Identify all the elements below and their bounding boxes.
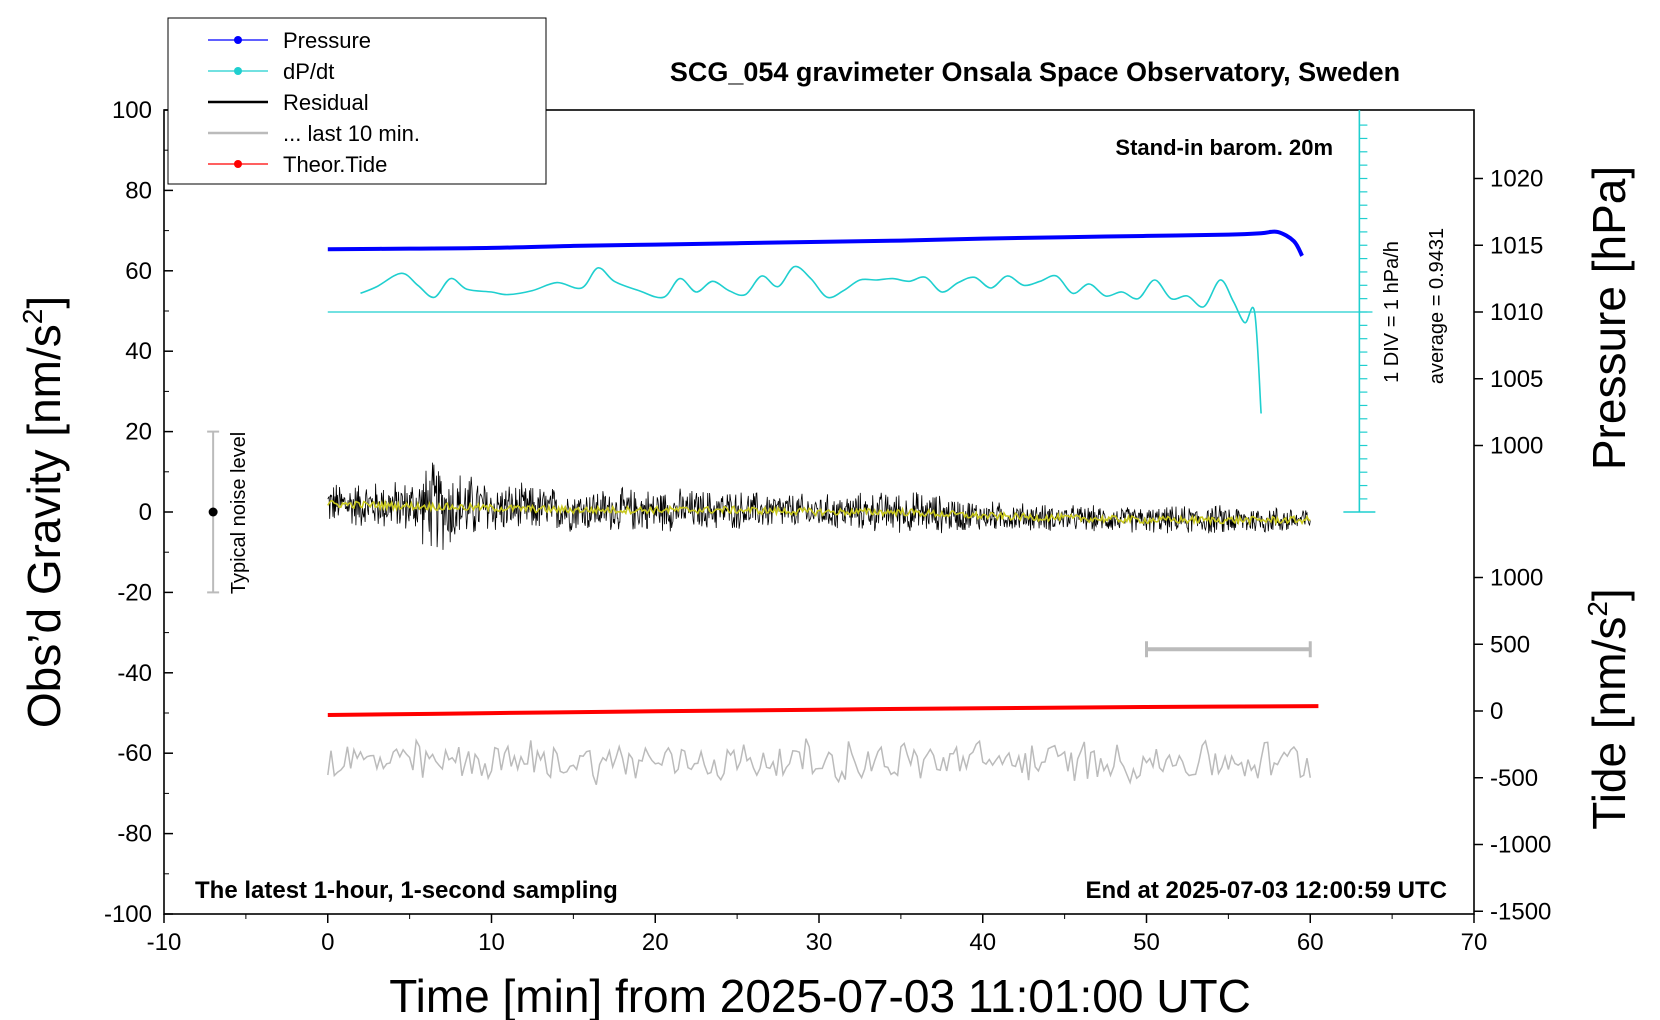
tide-axis: 1000 500 0 -500 -1000 -1500 [1474, 565, 1551, 925]
pressure-tick-label: 1005 [1490, 366, 1543, 393]
legend-label: Residual [283, 90, 369, 115]
last10-line [327, 738, 1312, 785]
legend-label: Pressure [283, 28, 371, 53]
dpdt-average-note: average = 0.9431 [1426, 228, 1448, 384]
marks-layer [207, 430, 1312, 658]
series-layer [327, 110, 1376, 785]
legend: Pressure dP/dt Residual ... last 10 min. The… [167, 17, 547, 185]
dpdt-scale-note: 1 DIV = 1 hPa/h [1381, 241, 1403, 383]
tide-tick-label: 1000 [1490, 565, 1543, 592]
pressure-tick-label: 1015 [1490, 232, 1543, 259]
noise-level-center-dot [208, 507, 218, 517]
x-tick-label: 20 [642, 929, 669, 956]
pressure-tick-label: 1000 [1490, 433, 1543, 460]
y-tick-label: 40 [125, 338, 152, 365]
pressure-axis-title: Pressure [hPa] [1583, 166, 1635, 470]
x-tick-label: 30 [806, 929, 833, 956]
tide-tick-label: -1500 [1490, 898, 1551, 925]
y-tick-label: -40 [117, 660, 152, 687]
tide-tick-label: -1000 [1490, 832, 1551, 859]
x-tick-label: -10 [147, 929, 182, 956]
barometer-note: Stand-in barom. 20m [1115, 135, 1333, 160]
x-tick-label: 10 [478, 929, 505, 956]
y-tick-label: 20 [125, 419, 152, 446]
legend-label: ... last 10 min. [283, 121, 420, 146]
left-axis: 100 80 60 40 20 0 -20 -40 -60 -80 -100 [104, 97, 173, 928]
y-axis-title: Obs’d Gravity [nm/s2] [17, 296, 70, 728]
residual-smoothed-line [327, 499, 1311, 527]
end-time-note: End at 2025-07-03 12:00:59 UTC [1086, 877, 1448, 904]
y-tick-label: 0 [139, 499, 152, 526]
chart-title: SCG_054 gravimeter Onsala Space Observat… [670, 57, 1400, 87]
pressure-tick-label: 1020 [1490, 166, 1543, 193]
y-tick-label: -20 [117, 579, 152, 606]
legend-label: Theor.Tide [283, 152, 387, 177]
legend-marker [234, 36, 242, 44]
pressure-tick-label: 1010 [1490, 299, 1543, 326]
y-tick-label: -80 [117, 821, 152, 848]
sampling-note: The latest 1-hour, 1-second sampling [195, 877, 618, 904]
pressure-axis: 1020 1015 1010 1005 1000 [1474, 166, 1543, 460]
y-tick-label: 80 [125, 177, 152, 204]
dpdt-line [360, 265, 1262, 414]
tide-axis-title: Tide [nm/s2] [1582, 588, 1635, 829]
tide-tick-label: 0 [1490, 698, 1503, 725]
pressure-line [327, 229, 1304, 257]
y-tick-label: -100 [104, 901, 152, 928]
y-tick-label: 100 [112, 97, 152, 124]
tide-tick-label: -500 [1490, 765, 1538, 792]
y-tick-label: 60 [125, 258, 152, 285]
legend-label: dP/dt [283, 59, 334, 84]
x-tick-label: 70 [1461, 929, 1488, 956]
noise-level-label: Typical noise level [228, 432, 250, 594]
tide-line [327, 704, 1319, 717]
x-tick-label: 50 [1133, 929, 1160, 956]
x-axis: -10 0 10 20 30 40 50 60 70 [147, 914, 1488, 956]
x-tick-label: 40 [969, 929, 996, 956]
y-tick-label: -60 [117, 740, 152, 767]
tide-tick-label: 500 [1490, 631, 1530, 658]
x-axis-title: Time [min] from 2025-07-03 11:01:00 UTC [389, 970, 1251, 1020]
legend-marker [234, 160, 242, 168]
x-tick-label: 0 [321, 929, 334, 956]
legend-marker [234, 67, 242, 75]
x-tick-label: 60 [1297, 929, 1324, 956]
